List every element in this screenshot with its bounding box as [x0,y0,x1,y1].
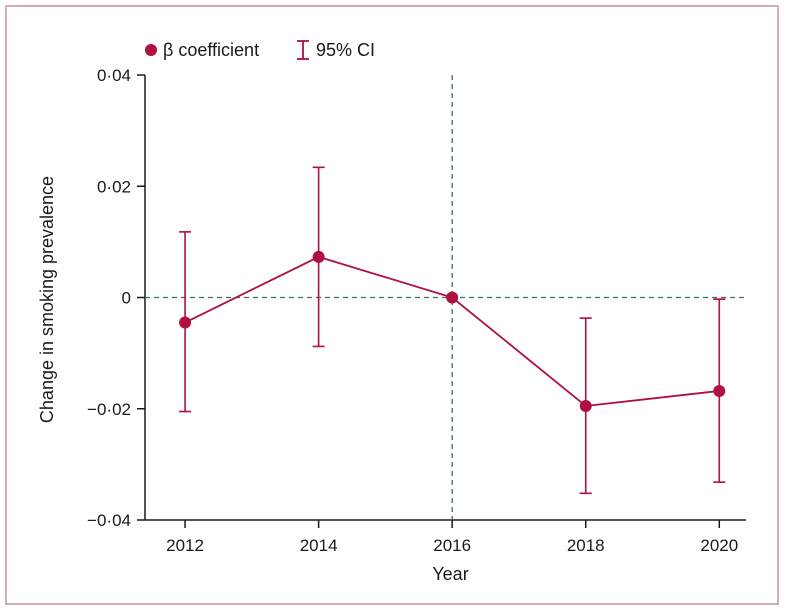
legend-ci-label: 95% CI [316,40,375,60]
data-point [179,316,192,329]
figure-frame [5,5,779,605]
y-tick-label: 0·04 [97,66,131,85]
y-axis-title: Change in smoking prevalence [37,176,57,423]
x-tick-label: 2016 [433,536,471,555]
y-tick-label: 0 [122,289,131,308]
reference-lines [145,75,746,520]
x-tick-label: 2014 [300,536,338,555]
series [179,166,726,495]
y-tick-label: −0·02 [87,400,131,419]
y-tick-label: −0·04 [87,511,131,530]
y-tick-label: 0·02 [97,177,131,196]
axes: 0·04 0·02 0 −0·02 −0·04 2012 2014 2016 2018 2020 [87,66,746,555]
legend: β coefficient 95% CI [145,40,375,60]
legend-ci-icon [297,40,309,60]
data-point [713,384,726,397]
x-axis-title: Year [432,564,468,584]
legend-marker-label: β coefficient [163,40,259,60]
legend-marker-icon [145,44,157,56]
data-point [579,399,592,412]
x-tick-label: 2018 [567,536,605,555]
data-point [312,250,325,263]
x-tick-label: 2012 [166,536,204,555]
x-tick-label: 2020 [700,536,738,555]
data-point [446,291,459,304]
